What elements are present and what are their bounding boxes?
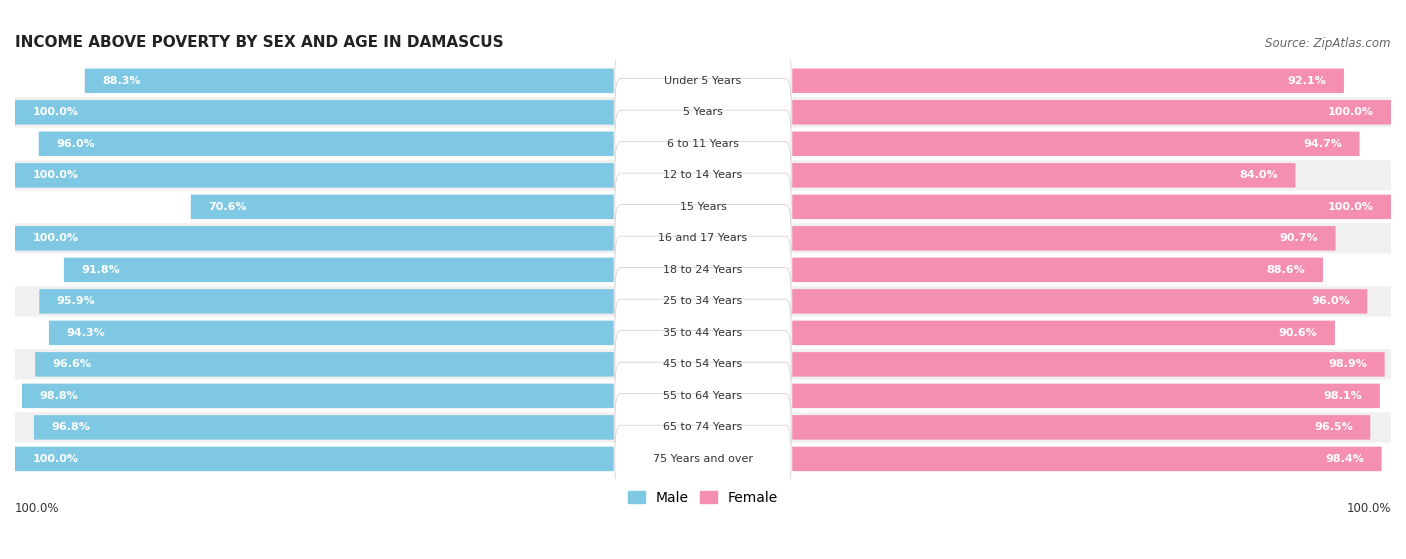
FancyBboxPatch shape: [792, 447, 1382, 471]
FancyBboxPatch shape: [614, 110, 792, 178]
FancyBboxPatch shape: [614, 425, 792, 492]
Text: 84.0%: 84.0%: [1240, 170, 1278, 181]
Text: Source: ZipAtlas.com: Source: ZipAtlas.com: [1265, 37, 1391, 50]
FancyBboxPatch shape: [15, 223, 1391, 253]
FancyBboxPatch shape: [15, 381, 1391, 411]
Text: 96.0%: 96.0%: [1312, 296, 1350, 306]
FancyBboxPatch shape: [15, 65, 1391, 96]
FancyBboxPatch shape: [15, 349, 1391, 380]
FancyBboxPatch shape: [792, 352, 1385, 377]
FancyBboxPatch shape: [792, 258, 1323, 282]
FancyBboxPatch shape: [614, 236, 792, 304]
Text: 91.8%: 91.8%: [82, 265, 120, 275]
Text: 45 to 54 Years: 45 to 54 Years: [664, 359, 742, 369]
FancyBboxPatch shape: [15, 413, 1391, 443]
FancyBboxPatch shape: [614, 47, 792, 115]
FancyBboxPatch shape: [792, 163, 1295, 188]
Text: 100.0%: 100.0%: [32, 233, 79, 243]
FancyBboxPatch shape: [15, 255, 1391, 285]
Text: 16 and 17 Years: 16 and 17 Years: [658, 233, 748, 243]
Text: INCOME ABOVE POVERTY BY SEX AND AGE IN DAMASCUS: INCOME ABOVE POVERTY BY SEX AND AGE IN D…: [15, 35, 503, 50]
FancyBboxPatch shape: [15, 163, 614, 188]
FancyBboxPatch shape: [15, 286, 1391, 316]
Text: 100.0%: 100.0%: [32, 107, 79, 117]
Text: 100.0%: 100.0%: [32, 454, 79, 464]
FancyBboxPatch shape: [35, 352, 614, 377]
Text: Under 5 Years: Under 5 Years: [665, 76, 741, 86]
Text: 100.0%: 100.0%: [15, 503, 59, 515]
FancyBboxPatch shape: [39, 289, 614, 314]
FancyBboxPatch shape: [614, 79, 792, 146]
Text: 98.1%: 98.1%: [1323, 391, 1362, 401]
FancyBboxPatch shape: [84, 69, 614, 93]
Text: 92.1%: 92.1%: [1288, 76, 1326, 86]
FancyBboxPatch shape: [614, 268, 792, 335]
Text: 88.3%: 88.3%: [103, 76, 141, 86]
Text: 94.7%: 94.7%: [1303, 139, 1343, 149]
FancyBboxPatch shape: [792, 289, 1367, 314]
Legend: Male, Female: Male, Female: [623, 485, 783, 510]
FancyBboxPatch shape: [792, 100, 1391, 125]
Text: 6 to 11 Years: 6 to 11 Years: [666, 139, 740, 149]
Text: 55 to 64 Years: 55 to 64 Years: [664, 391, 742, 401]
Text: 96.5%: 96.5%: [1315, 423, 1353, 433]
Text: 100.0%: 100.0%: [1327, 107, 1374, 117]
FancyBboxPatch shape: [49, 321, 614, 345]
FancyBboxPatch shape: [792, 69, 1344, 93]
Text: 15 Years: 15 Years: [679, 202, 727, 212]
Text: 98.9%: 98.9%: [1329, 359, 1367, 369]
FancyBboxPatch shape: [792, 383, 1379, 408]
FancyBboxPatch shape: [34, 415, 614, 439]
FancyBboxPatch shape: [15, 192, 1391, 222]
Text: 98.8%: 98.8%: [39, 391, 79, 401]
Text: 5 Years: 5 Years: [683, 107, 723, 117]
FancyBboxPatch shape: [15, 160, 1391, 191]
Text: 35 to 44 Years: 35 to 44 Years: [664, 328, 742, 338]
FancyBboxPatch shape: [792, 321, 1334, 345]
FancyBboxPatch shape: [39, 131, 614, 156]
FancyBboxPatch shape: [614, 173, 792, 240]
FancyBboxPatch shape: [15, 100, 614, 125]
Text: 90.7%: 90.7%: [1279, 233, 1319, 243]
FancyBboxPatch shape: [15, 97, 1391, 127]
FancyBboxPatch shape: [614, 362, 792, 430]
FancyBboxPatch shape: [614, 299, 792, 367]
Text: 96.8%: 96.8%: [52, 423, 90, 433]
Text: 90.6%: 90.6%: [1279, 328, 1317, 338]
FancyBboxPatch shape: [15, 129, 1391, 159]
Text: 100.0%: 100.0%: [1327, 202, 1374, 212]
FancyBboxPatch shape: [63, 258, 614, 282]
FancyBboxPatch shape: [15, 447, 614, 471]
Text: 95.9%: 95.9%: [56, 296, 96, 306]
FancyBboxPatch shape: [614, 205, 792, 272]
FancyBboxPatch shape: [792, 226, 1336, 250]
Text: 100.0%: 100.0%: [1347, 503, 1391, 515]
Text: 70.6%: 70.6%: [208, 202, 247, 212]
Text: 88.6%: 88.6%: [1267, 265, 1306, 275]
FancyBboxPatch shape: [792, 415, 1371, 439]
FancyBboxPatch shape: [614, 141, 792, 209]
FancyBboxPatch shape: [191, 195, 614, 219]
FancyBboxPatch shape: [15, 318, 1391, 348]
FancyBboxPatch shape: [22, 383, 614, 408]
FancyBboxPatch shape: [15, 226, 614, 250]
Text: 98.4%: 98.4%: [1326, 454, 1364, 464]
Text: 96.0%: 96.0%: [56, 139, 94, 149]
FancyBboxPatch shape: [614, 331, 792, 398]
Text: 75 Years and over: 75 Years and over: [652, 454, 754, 464]
FancyBboxPatch shape: [15, 444, 1391, 474]
Text: 96.6%: 96.6%: [52, 359, 91, 369]
Text: 18 to 24 Years: 18 to 24 Years: [664, 265, 742, 275]
FancyBboxPatch shape: [792, 195, 1391, 219]
Text: 12 to 14 Years: 12 to 14 Years: [664, 170, 742, 181]
FancyBboxPatch shape: [614, 394, 792, 461]
Text: 25 to 34 Years: 25 to 34 Years: [664, 296, 742, 306]
Text: 94.3%: 94.3%: [66, 328, 105, 338]
Text: 65 to 74 Years: 65 to 74 Years: [664, 423, 742, 433]
FancyBboxPatch shape: [792, 131, 1360, 156]
Text: 100.0%: 100.0%: [32, 170, 79, 181]
